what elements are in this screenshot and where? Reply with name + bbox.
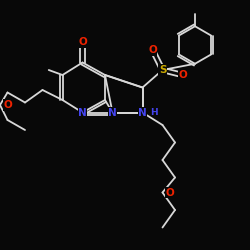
Text: O: O xyxy=(166,188,174,198)
Text: N: N xyxy=(138,108,147,118)
Text: N: N xyxy=(108,108,117,118)
Text: O: O xyxy=(148,45,157,55)
Text: O: O xyxy=(3,100,12,110)
Text: N: N xyxy=(78,108,87,118)
Text: H: H xyxy=(150,108,158,117)
Text: O: O xyxy=(78,38,87,48)
Text: S: S xyxy=(159,65,166,75)
Text: O: O xyxy=(178,70,187,80)
